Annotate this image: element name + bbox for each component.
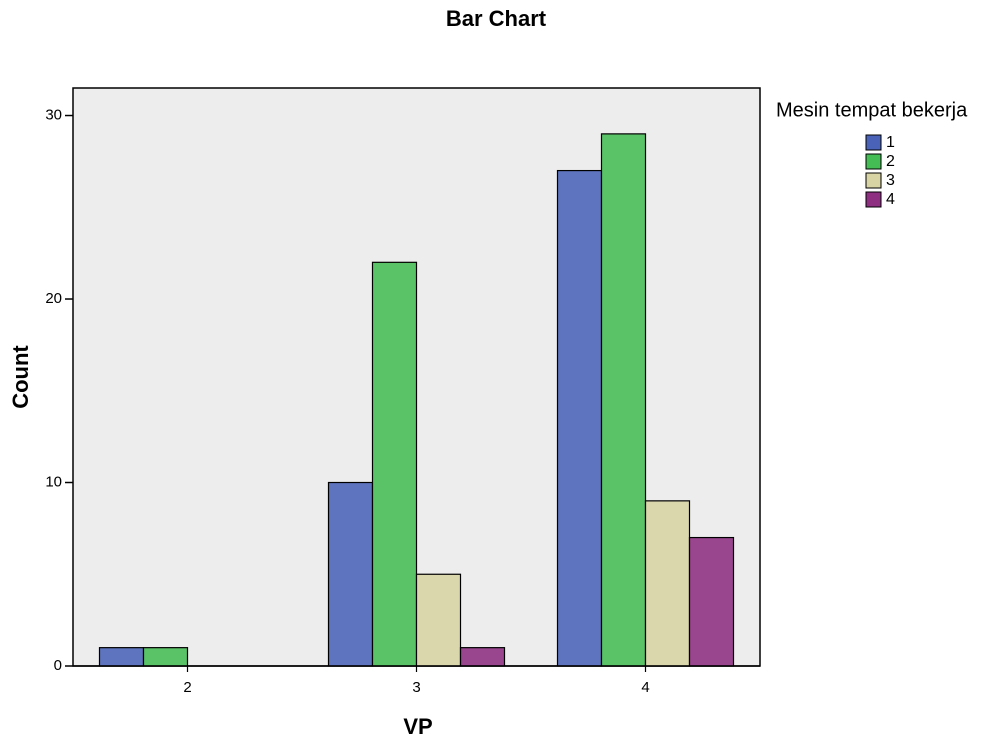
legend-swatch bbox=[866, 192, 881, 207]
y-tick-label: 10 bbox=[45, 473, 62, 490]
bar bbox=[602, 134, 646, 666]
chart-title: Bar Chart bbox=[446, 6, 547, 31]
bar bbox=[329, 483, 373, 666]
legend-label: 2 bbox=[886, 153, 895, 170]
legend-label: 3 bbox=[886, 172, 895, 189]
chart: Bar Chart VP Count Mesin tempat bekerja … bbox=[0, 0, 992, 740]
x-tick-label: 2 bbox=[183, 679, 191, 696]
legend-label: 4 bbox=[886, 191, 895, 208]
y-tick-label: 0 bbox=[54, 657, 62, 674]
bar bbox=[690, 538, 734, 666]
bar bbox=[417, 574, 461, 666]
legend-swatch bbox=[866, 154, 881, 169]
legend-title: Mesin tempat bekerja bbox=[776, 99, 968, 121]
bar bbox=[558, 171, 602, 666]
y-tick-label: 30 bbox=[45, 106, 62, 123]
bar bbox=[100, 648, 144, 666]
bar bbox=[373, 262, 417, 666]
x-tick-label: 3 bbox=[412, 679, 420, 696]
legend-swatch bbox=[866, 173, 881, 188]
bar bbox=[144, 648, 188, 666]
legend-label: 1 bbox=[886, 134, 895, 151]
y-tick-label: 20 bbox=[45, 290, 62, 307]
legend-swatch bbox=[866, 135, 881, 150]
bar bbox=[461, 648, 505, 666]
bar bbox=[646, 501, 690, 666]
y-axis-title: Count bbox=[8, 345, 33, 409]
x-tick-label: 4 bbox=[641, 679, 649, 696]
x-axis-title: VP bbox=[403, 714, 432, 739]
